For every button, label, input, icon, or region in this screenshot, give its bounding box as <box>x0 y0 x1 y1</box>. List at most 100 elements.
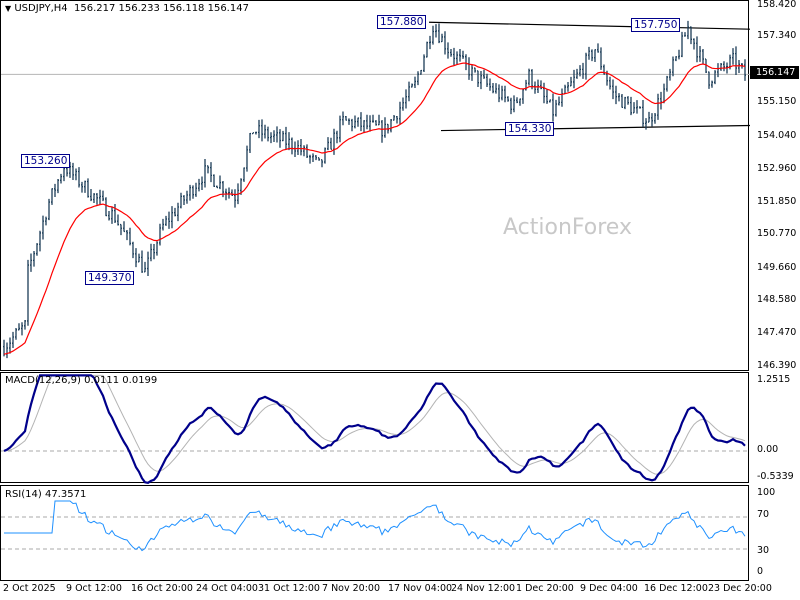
price-bar <box>321 159 323 168</box>
price-bar <box>219 175 221 190</box>
time-axis-label: 1 Dec 20:00 <box>516 583 574 594</box>
price-bar <box>630 96 632 116</box>
price-axis-label: 158.420 <box>757 0 797 10</box>
price-bar <box>423 54 425 72</box>
price-bar <box>597 43 599 53</box>
resistance-trendline <box>428 21 750 30</box>
price-chart-pane[interactable] <box>0 0 750 371</box>
price-bar <box>447 42 449 59</box>
price-bar <box>60 173 62 184</box>
price-bar <box>687 20 689 40</box>
price-bar <box>144 261 146 273</box>
price-bar <box>693 38 695 50</box>
macd-pane[interactable] <box>0 372 750 484</box>
price-bar <box>72 162 74 181</box>
price-bar <box>36 243 38 256</box>
price-bar <box>642 99 644 127</box>
price-bar <box>201 176 203 191</box>
price-bar <box>102 190 104 202</box>
time-axis-label: 9 Oct 12:00 <box>66 583 122 594</box>
rsi-axis-30: 30 <box>757 545 770 556</box>
price-bar <box>645 118 647 130</box>
rsi-pane[interactable] <box>0 485 750 581</box>
price-bar <box>696 36 698 63</box>
price-bar <box>552 93 554 122</box>
price-bar <box>270 132 272 144</box>
price-bar <box>627 96 629 105</box>
price-bar <box>633 102 635 114</box>
price-bar <box>468 57 470 80</box>
price-bar <box>231 189 233 196</box>
macd-line <box>3 374 746 484</box>
price-bar <box>99 189 101 205</box>
price-bar <box>300 139 302 156</box>
price-bar <box>558 96 560 106</box>
price-bar <box>717 63 719 78</box>
price-bar <box>369 115 371 132</box>
price-bar <box>378 114 380 126</box>
price-bar <box>210 162 212 183</box>
price-bar <box>24 320 26 330</box>
price-bar <box>465 54 467 71</box>
price-bar <box>585 52 587 80</box>
price-bar <box>243 167 245 182</box>
price-bar <box>159 223 161 246</box>
price-bar <box>9 337 11 354</box>
macd-label: MACD(12,26,9) 0.0111 0.0199 <box>5 375 158 386</box>
price-bar <box>282 130 284 142</box>
price-axis-label: 155.150 <box>757 96 797 107</box>
price-bar <box>180 192 182 209</box>
price-bar <box>45 216 47 226</box>
price-bar <box>576 68 578 79</box>
price-bar <box>396 116 398 124</box>
price-axis-label: 152.960 <box>757 163 797 174</box>
price-bar <box>513 95 515 113</box>
price-bar <box>723 61 725 72</box>
price-bar <box>174 207 176 217</box>
price-axis-label: 146.390 <box>757 360 797 371</box>
price-bar <box>732 48 734 65</box>
moving-average-line <box>3 62 746 355</box>
price-bar <box>291 137 293 155</box>
price-bar <box>246 145 248 172</box>
price-bar <box>33 251 35 267</box>
price-bar <box>327 137 329 151</box>
price-bar <box>420 69 422 75</box>
price-bar <box>474 67 476 73</box>
price-bar <box>135 248 137 268</box>
price-bar <box>21 322 23 336</box>
price-bar <box>381 119 383 143</box>
price-bar <box>204 159 206 188</box>
price-bar <box>672 56 674 77</box>
price-bar <box>516 97 518 104</box>
price-bar <box>411 83 413 88</box>
price-bar <box>333 128 335 155</box>
price-bar <box>657 93 659 120</box>
time-axis-label: 17 Nov 04:00 <box>388 583 453 594</box>
macd-axis-min: -0.5339 <box>757 471 794 482</box>
price-bar <box>498 84 500 103</box>
price-bar <box>579 65 581 77</box>
price-bar <box>684 32 686 37</box>
price-bar <box>186 190 188 204</box>
price-bar <box>462 50 464 59</box>
price-bar <box>306 144 308 158</box>
time-axis-label: 24 Oct 04:00 <box>196 583 258 594</box>
price-bar <box>519 98 521 106</box>
price-bar <box>582 62 584 79</box>
collapse-arrow-icon[interactable]: ▼ <box>5 4 12 13</box>
price-bar <box>738 60 740 73</box>
price-axis-label: 149.660 <box>757 262 797 273</box>
price-bar <box>18 323 20 331</box>
price-bar <box>171 206 173 229</box>
price-bar <box>624 96 626 110</box>
price-bar <box>318 157 320 161</box>
price-bar <box>192 185 194 199</box>
time-axis-label: 23 Dec 20:00 <box>708 583 772 594</box>
price-bar <box>636 100 638 114</box>
rsi-label: RSI(14) 47.3571 <box>5 489 87 500</box>
price-bar <box>117 214 119 226</box>
price-bar <box>285 126 287 150</box>
price-bar <box>279 129 281 148</box>
price-chart <box>1 20 750 359</box>
